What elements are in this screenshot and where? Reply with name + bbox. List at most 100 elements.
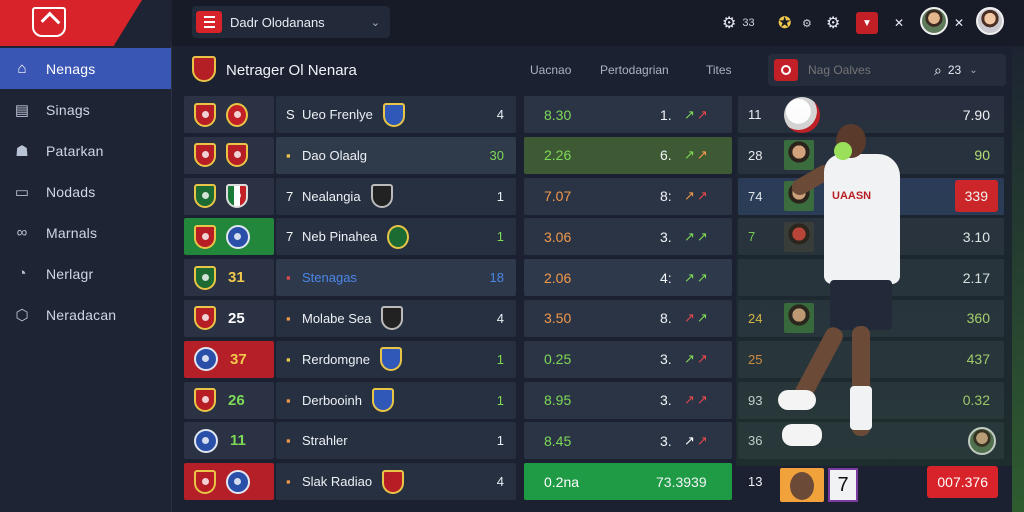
column-header-3[interactable]: Tites <box>706 63 732 77</box>
table-row[interactable]: 31 ▪ Stenagas 18 2.06 4: ↗↗ 2.17 <box>184 257 1012 298</box>
player-number: 28 <box>748 147 763 163</box>
sidebar-item-label: Marnals <box>46 224 98 241</box>
table-row[interactable]: 11 ▪ Strahler 1 8.45 3. ↗↗ 36 <box>184 420 1012 461</box>
pitch-edge <box>1012 46 1024 512</box>
player-rating: 2.17 <box>962 269 990 286</box>
sidebar-item-0[interactable]: ⌂ Nenags <box>0 48 171 89</box>
shield-icon <box>32 7 66 37</box>
close-button-2[interactable]: ✕ <box>954 10 964 36</box>
table-row[interactable]: 7 Neb Pinahea 1 3.06 3. ↗↗ 7 3.10 <box>184 216 1012 257</box>
player-rating: 360 <box>966 310 990 327</box>
player-cell: 28 90 <box>738 136 1004 174</box>
player-number: 24 <box>748 310 763 326</box>
player-rating: 3.10 <box>962 228 990 245</box>
player-card[interactable]: 7 <box>780 468 876 504</box>
search-bar[interactable]: ⌕ 23 ⌄ <box>768 54 1006 86</box>
sidebar-item-label: Nodads <box>46 183 96 200</box>
odds-cell[interactable]: 8.45 3. ↗↗ <box>524 422 732 460</box>
avatar <box>920 7 948 35</box>
club-badge-icon <box>194 306 216 331</box>
team-number: 7 <box>286 188 294 204</box>
player-cell: 25 437 <box>738 340 1004 378</box>
table-row[interactable]: ▪ Dao Olaalg 30 2.26 6. ↗↗ 28 90 <box>184 135 1012 176</box>
home-icon: ⌂ <box>17 60 27 77</box>
chevron-down-icon[interactable]: ⌄ <box>969 64 978 76</box>
team-name: Derbooinh <box>302 392 362 408</box>
sidebar-item-6[interactable]: ⬡ Neradacan <box>0 294 171 335</box>
player-number: 13 <box>748 474 763 490</box>
team-marker: ▪ <box>286 310 291 326</box>
menu-icon[interactable] <box>196 11 222 33</box>
table-row[interactable]: 26 ▪ Derbooinh 1 8.95 3. ↗↗ 93 0.32 <box>184 380 1012 421</box>
team-badges: 26 <box>184 381 274 419</box>
odds-cell[interactable]: 3.50 8. ↗↗ <box>524 299 732 337</box>
team-crest-icon <box>379 347 402 372</box>
close-button[interactable]: ✕ <box>894 10 904 36</box>
settings-counter[interactable]: ⚙ 33 <box>722 10 755 36</box>
odds-cell[interactable]: 8.30 1. ↗↗ <box>524 96 732 133</box>
team-crest-icon <box>381 306 404 331</box>
search-input[interactable] <box>808 63 928 77</box>
odds-cell[interactable]: 7.07 8: ↗↗ <box>524 177 732 215</box>
player-cell: 2.17 <box>738 259 1004 297</box>
club-badge-icon <box>194 469 216 494</box>
club-badge-icon <box>194 224 216 249</box>
odd-secondary: 3. <box>660 432 672 449</box>
odds-cell[interactable]: 0.25 3. ↗↗ <box>524 340 732 378</box>
odds-cell[interactable]: 2.06 4: ↗↗ <box>524 259 732 297</box>
team-cell: ▪ Stenagas 18 <box>276 259 516 297</box>
odds-cell[interactable]: 3.06 3. ↗↗ <box>524 218 732 256</box>
settings-button[interactable]: ⚙ <box>826 10 840 36</box>
table-row[interactable]: ▪ Slak Radiao 4 0.2na 73.3939 13 007.376 <box>184 461 1012 502</box>
sidebar-item-5[interactable]: ◔ Nerlagr <box>0 253 171 294</box>
table-row[interactable]: S Ueo Frenlye 4 8.30 1. ↗↗ 11 7.90 <box>184 94 1012 135</box>
app-selector[interactable]: Dadr Olodanans ⌄ <box>192 6 390 38</box>
user-avatar-2[interactable] <box>976 7 1004 35</box>
team-rank: 11 <box>230 432 246 450</box>
odds-cell[interactable]: 8.95 3. ↗↗ <box>524 381 732 419</box>
column-header-2[interactable]: Pertodagrian <box>600 63 669 77</box>
team-badges <box>184 177 274 215</box>
odd-secondary: 4: <box>660 269 672 286</box>
team-marker: ▪ <box>286 474 291 490</box>
link-icon: ∞ <box>16 224 28 241</box>
sidebar-item-2[interactable]: ☗ Patarkan <box>0 130 171 171</box>
options-button[interactable]: ⚙ <box>802 10 812 36</box>
team-crest-icon <box>382 469 405 494</box>
chevron-down-icon: ⌄ <box>370 16 380 29</box>
team-value: 4 <box>496 474 504 490</box>
sidebar-item-4[interactable]: ∞ Marnals <box>0 212 171 253</box>
odds-cell[interactable]: 2.26 6. ↗↗ <box>524 136 732 174</box>
team-badges <box>184 463 274 501</box>
notifications-button[interactable]: ▼ <box>856 10 878 36</box>
table-row[interactable]: 7 Nealangia 1 7.07 8: ↗↗ 74 339 <box>184 176 1012 217</box>
club-badge-icon <box>226 184 248 209</box>
trophy-button[interactable]: ✪ <box>778 10 791 36</box>
table-row[interactable]: 25 ▪ Molabe Sea 4 3.50 8. ↗↗ 24 360 <box>184 298 1012 339</box>
team-crest-icon <box>387 224 410 249</box>
sidebar-item-3[interactable]: ▭ Nodads <box>0 171 171 212</box>
player-cell: 11 7.90 <box>738 96 1004 133</box>
brand-logo[interactable] <box>0 0 172 46</box>
sidebar-item-1[interactable]: ▤ Sinags <box>0 89 171 130</box>
player-number: 74 <box>748 188 763 204</box>
team-number: 7 <box>286 229 294 245</box>
odd-secondary: 8. <box>660 310 672 327</box>
club-badge-icon <box>194 428 218 453</box>
team-value: 4 <box>496 310 504 326</box>
search-icon[interactable]: ⌕ <box>934 61 942 78</box>
sidebar-item-label: Patarkan <box>46 142 104 159</box>
team-rank: 37 <box>230 350 247 368</box>
sidebar-nav: ⌂ Nenags ▤ Sinags ☗ Patarkan ▭ Nodads ∞ … <box>0 48 171 335</box>
odd-value: 8.45 <box>544 432 572 449</box>
team-number: S <box>286 107 295 122</box>
table-row[interactable]: 37 ▪ Rerdomgne 1 0.25 3. ↗↗ 25 437 <box>184 339 1012 380</box>
team-cell: 7 Nealangia 1 <box>276 177 516 215</box>
sidebar: ⌂ Nenags ▤ Sinags ☗ Patarkan ▭ Nodads ∞ … <box>0 0 172 512</box>
column-header-1[interactable]: Uacnao <box>530 63 572 77</box>
player-photo <box>780 468 824 502</box>
user-avatar-1[interactable] <box>920 7 948 35</box>
team-cell: ▪ Slak Radiao 4 <box>276 463 516 501</box>
trophy-icon: ✪ <box>778 15 792 32</box>
odds-cell[interactable]: 0.2na 73.3939 <box>524 463 732 501</box>
